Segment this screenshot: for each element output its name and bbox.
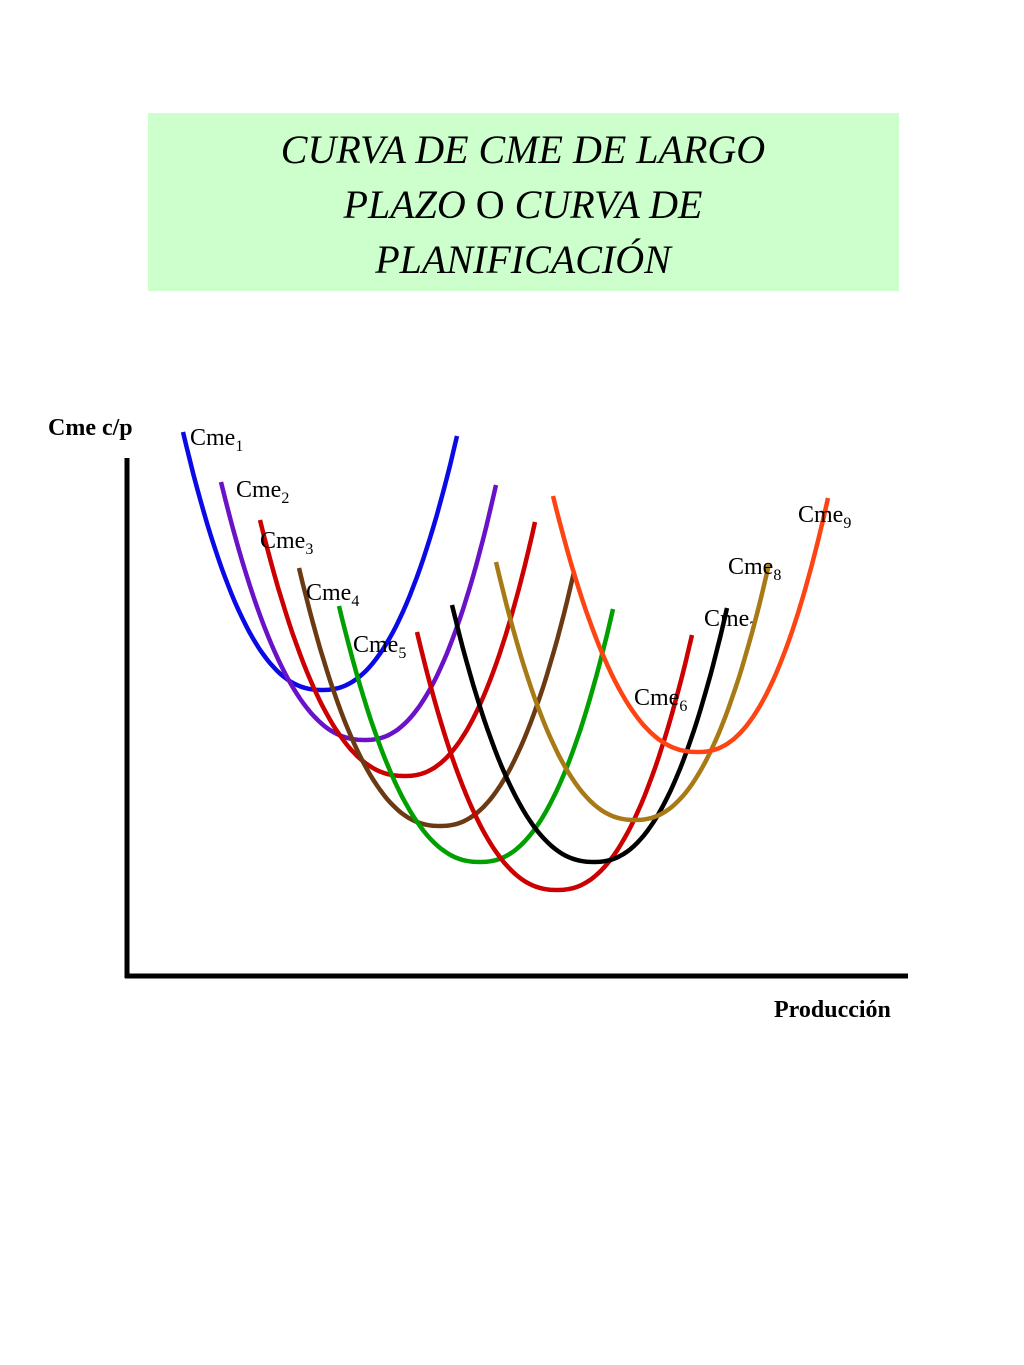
title-box [148,113,899,291]
y-axis-label: Cme c/p [48,415,133,441]
cost-curve [449,604,730,865]
cost-curve [550,495,831,755]
curve-label: Cme1 [190,425,243,455]
curve-label: Cme3 [260,528,313,558]
curve-label-subscript: 9 [843,515,851,532]
curve-label: Cme8 [728,554,781,584]
title-line: PLANIFICACIÓN [374,237,673,282]
curve-label-text: Cme [798,502,843,528]
cost-curve [180,431,460,693]
curve-label: Cme9 [798,502,851,532]
curve-label-subscript: 2 [281,490,289,507]
curve-label-text: Cme [353,632,398,658]
curve-label-text: Cme [236,477,281,503]
cost-curve [257,519,538,779]
curve-label: Cme4 [306,580,359,610]
curve-label: Cme6 [634,685,687,715]
curve-label-subscript: 5 [398,645,406,662]
x-axis-label: Producción [774,997,891,1023]
title-text: CURVA DE [515,182,703,227]
title-line: CURVA DE CME DE LARGO [281,127,765,172]
title-text: CURVA DE CME DE LARGO [281,127,765,172]
curve-label-text: Cme [634,685,679,711]
cost-curve [296,567,577,829]
curve-label-subscript: 8 [773,567,781,584]
curve-label-subscript: 1 [235,438,243,455]
curve-label-text: Cme [190,425,235,451]
title-text: PLAZO [343,182,466,227]
cost-curve [414,631,695,893]
title-text: O [476,182,505,227]
curve-label: Cme7 [704,606,757,636]
curve-label-subscript: 4 [351,593,359,610]
cost-curve [218,481,499,743]
title-line: PLAZO O CURVA DE [343,182,703,227]
curve-label-text: Cme [260,528,305,554]
cost-curve [493,561,772,823]
title-text: PLANIFICACIÓN [374,237,673,282]
curve-label: Cme5 [353,632,406,662]
curve-label-subscript: 6 [679,698,687,715]
curve-label-text: Cme [728,554,773,580]
curve-label-text: Cme [306,580,351,606]
cost-curve [336,605,616,865]
curve-label-text: Cme [704,606,749,632]
curve-label: Cme2 [236,477,289,507]
curve-label-subscript: 3 [305,541,313,558]
